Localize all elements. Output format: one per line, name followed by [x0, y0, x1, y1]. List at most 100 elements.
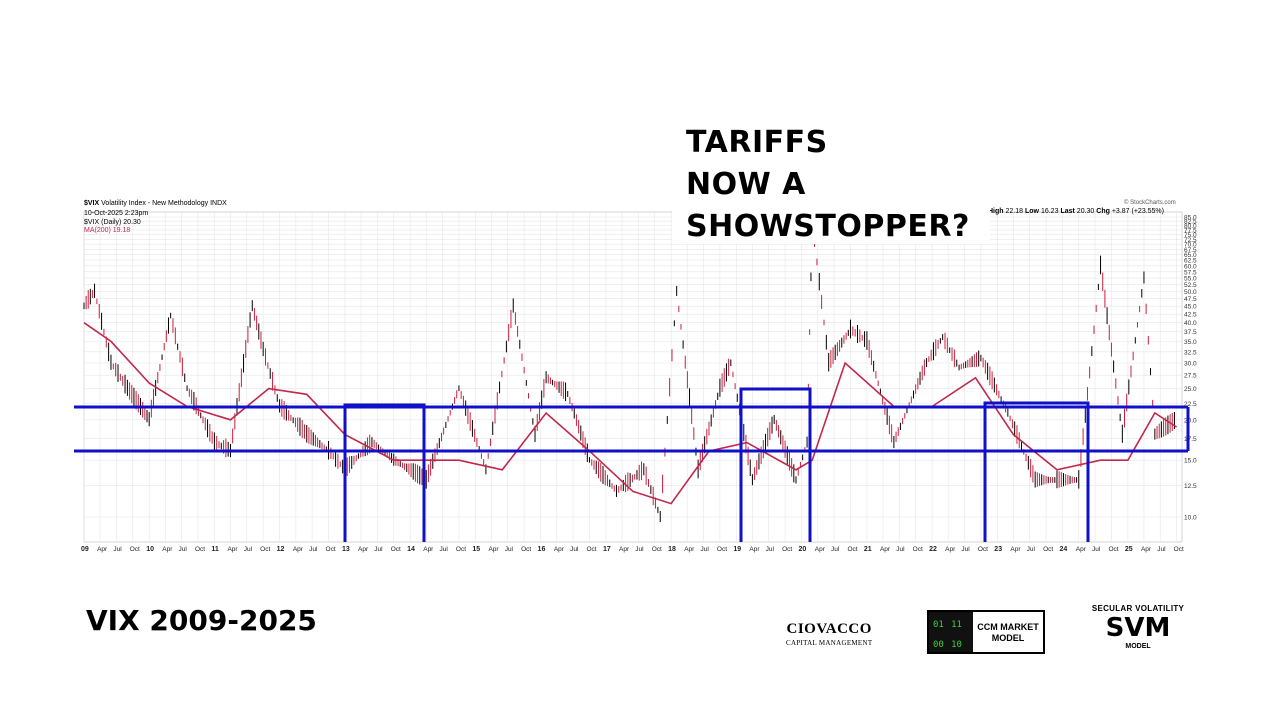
x-tick-label: Jul: [1092, 546, 1101, 553]
x-tick-label: Oct: [913, 546, 923, 553]
x-tick-label: 15: [472, 546, 480, 553]
regime-box: [343, 403, 426, 542]
chart-symbol: $VIX: [84, 200, 100, 207]
x-tick-label: Apr: [227, 546, 238, 553]
slide-title: VIX 2009-2025: [86, 604, 317, 637]
chg-value: +3.87 (+23.55%): [1111, 208, 1164, 215]
ccm-binary-icon: 01 11 00 10: [929, 612, 973, 652]
x-tick-label: Apr: [488, 546, 499, 553]
y-tick-label: 67.5: [1184, 247, 1197, 254]
headline-line-2: NOW A: [686, 167, 806, 202]
x-tick-label: Jul: [309, 546, 318, 553]
y-tick-label: 22.5: [1184, 401, 1197, 408]
y-tick-label: 30.0: [1184, 360, 1197, 367]
x-tick-label: Oct: [521, 546, 531, 553]
svm-logo: SECULAR VOLATILITY SVM MODEL: [1088, 604, 1188, 650]
y-tick-label: 52.5: [1184, 282, 1197, 289]
x-tick-label: Jul: [896, 546, 905, 553]
ma-series: [83, 322, 1178, 505]
x-tick-label: 20: [799, 546, 807, 553]
low-value: 16.23: [1040, 208, 1059, 215]
last-label: Last: [1060, 208, 1075, 215]
x-tick-label: Oct: [456, 546, 466, 553]
y-tick-label: 32.5: [1184, 349, 1197, 356]
x-tick-label: Oct: [587, 546, 597, 553]
x-tick-label: Oct: [1108, 546, 1118, 553]
volatility-overlay: [74, 387, 1190, 542]
x-tick-label: 22: [929, 546, 937, 553]
x-tick-label: Jul: [700, 546, 709, 553]
x-tick-label: 14: [407, 546, 415, 553]
y-tick-label: 27.5: [1184, 373, 1197, 380]
y-tick-label: 35.0: [1184, 339, 1197, 346]
x-tick-label: Apr: [619, 546, 630, 553]
x-tick-label: Apr: [749, 546, 760, 553]
x-tick-label: Oct: [1043, 546, 1053, 553]
high-label: High: [988, 208, 1004, 215]
y-tick-label: 37.5: [1184, 329, 1197, 336]
y-tick-label: 55.0: [1184, 276, 1197, 283]
headline-line-1: TARIFFS: [686, 125, 828, 160]
y-tick-label: 72.5: [1184, 237, 1197, 244]
y-tick-label: 12.5: [1184, 483, 1197, 490]
chart-stats: High 22.18 Low 16.23 Last 20.30 Chg +3.8…: [988, 208, 1164, 215]
x-tick-label: Oct: [847, 546, 857, 553]
x-tick-label: Jul: [244, 546, 253, 553]
x-tick-label: Jul: [831, 546, 840, 553]
x-tick-label: Oct: [782, 546, 792, 553]
ccm-bit-2: 11: [951, 620, 962, 630]
y-tick-label: 10.0: [1184, 515, 1197, 522]
headline: TARIFFS NOW A SHOWSTOPPER?: [672, 118, 990, 244]
x-tick-label: Apr: [880, 546, 891, 553]
x-tick-label: 16: [538, 546, 546, 553]
chart-grid: [83, 211, 1183, 543]
y-tick-label: 62.5: [1184, 258, 1197, 265]
ciovacco-logo: CIOVACCO CAPITAL MANAGEMENT: [786, 621, 872, 647]
y-tick-label: 17.5: [1184, 436, 1197, 443]
x-tick-label: Oct: [978, 546, 988, 553]
x-tick-label: Oct: [260, 546, 270, 553]
x-tick-label: Apr: [293, 546, 304, 553]
x-tick-label: 21: [864, 546, 872, 553]
y-tick-label: 80.0: [1184, 223, 1197, 230]
ccm-label-2: MODEL: [991, 633, 1025, 643]
ccm-bit-4: 10: [951, 640, 962, 650]
x-tick-label: Jul: [505, 546, 514, 553]
x-tick-label: Apr: [1141, 546, 1152, 553]
x-tick-label: Apr: [358, 546, 369, 553]
x-tick-label: Oct: [717, 546, 727, 553]
x-tick-label: Jul: [1157, 546, 1166, 553]
x-tick-label: Oct: [130, 546, 140, 553]
last-value: 20.30: [1076, 208, 1095, 215]
headline-line-3: SHOWSTOPPER?: [686, 209, 970, 244]
x-tick-label: Apr: [1010, 546, 1021, 553]
y-tick-label: 15.0: [1184, 458, 1197, 465]
y-tick-label: 85.0: [1184, 215, 1197, 222]
y-tick-label: 70.0: [1184, 242, 1197, 249]
ciovacco-name: CIOVACCO: [786, 621, 872, 637]
y-tick-label: 77.5: [1184, 227, 1197, 234]
x-tick-label: Apr: [945, 546, 956, 553]
x-tick-label: Apr: [97, 546, 108, 553]
plot-area: [83, 211, 1183, 543]
legend-ma: MA(200) 19.18: [84, 227, 131, 234]
x-tick-label: 09: [81, 546, 89, 553]
x-tick-label: Apr: [815, 546, 826, 553]
x-tick-label: Jul: [374, 546, 383, 553]
regime-box: [983, 401, 1090, 542]
y-tick-label: 25.0: [1184, 386, 1197, 393]
x-tick-label: Jul: [570, 546, 579, 553]
ccm-bit-1: 01: [933, 620, 944, 630]
y-tick-label: 57.5: [1184, 269, 1197, 276]
y-tick-label: 60.0: [1184, 263, 1197, 270]
x-tick-label: 24: [1060, 546, 1068, 553]
legend-vix: $VIX (Daily) 20.30: [84, 219, 141, 226]
ccm-label: CCM MARKET MODEL: [973, 612, 1043, 652]
x-tick-label: 19: [733, 546, 741, 553]
x-tick-label: 17: [603, 546, 611, 553]
x-tick-label: Apr: [1076, 546, 1087, 553]
x-axis-ticks: 09 Apr Jul Oct 10 Apr Jul Oct 11 Apr Jul Oct 12 Apr Ju…: [81, 546, 1184, 553]
chart-name: Volatility Index - New Methodology INDX: [101, 200, 227, 207]
x-tick-label: Jul: [179, 546, 188, 553]
